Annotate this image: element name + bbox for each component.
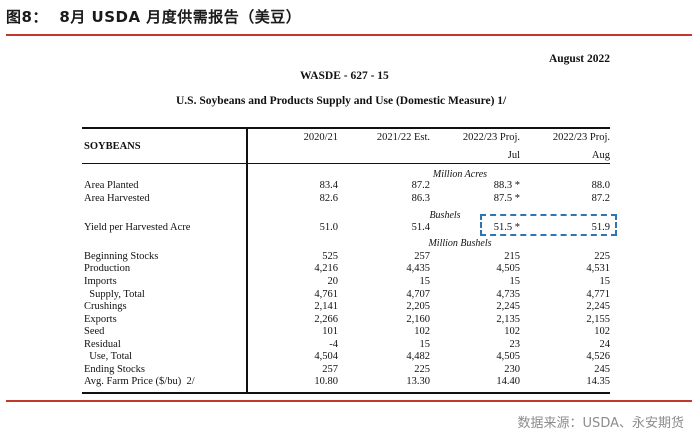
table-cell: 215 — [504, 251, 520, 262]
table-cell: 2,205 — [406, 301, 430, 312]
table-cell: 15 — [419, 339, 431, 350]
row-label-supply-total: Supply, Total — [84, 289, 145, 300]
table-cell: 20 — [327, 276, 339, 287]
table-cell: 4,707 — [406, 289, 430, 300]
table-cell: 15 — [599, 276, 611, 287]
row-label-exports: Exports — [84, 314, 117, 325]
table-bottom-border — [82, 392, 610, 394]
table-cell: 2,245 — [496, 301, 520, 312]
column-header-2: 2021/22 Est. — [376, 132, 430, 143]
table-cell: 15 — [419, 276, 431, 287]
unit-label-yield: Bushels — [429, 210, 461, 221]
report-date: August 2022 — [548, 53, 610, 65]
table-cell: 14.40 — [496, 376, 520, 387]
row-label-beginning-stocks: Beginning Stocks — [84, 251, 159, 262]
table-cell: 101 — [322, 326, 338, 337]
table-cell: 2,141 — [314, 301, 338, 312]
table-cell: 13.30 — [406, 376, 430, 387]
section-label: SOYBEANS — [84, 141, 141, 152]
table-cell: 83.4 — [319, 180, 338, 191]
table-cell: 87.2 — [591, 193, 610, 204]
report-subtitle: U.S. Soybeans and Products Supply and Us… — [176, 95, 507, 107]
table-cell: 4,735 — [496, 289, 520, 300]
table-cell: 2,266 — [314, 314, 338, 325]
row-label-area-planted: Area Planted — [84, 180, 139, 191]
table-cell: 4,505 — [496, 263, 520, 274]
unit-label-acres: Million Acres — [432, 169, 488, 180]
table-cell: 87.2 — [411, 180, 430, 191]
report-code: WASDE - 627 - 15 — [300, 70, 389, 82]
table-cell: 4,482 — [406, 351, 430, 362]
table-cell: 82.6 — [319, 193, 338, 204]
table-cell: 51.4 — [411, 222, 430, 233]
row-label-yield: Yield per Harvested Acre — [84, 222, 191, 233]
header-divider — [82, 163, 610, 164]
row-label-seed: Seed — [84, 326, 105, 337]
table-cell: 4,761 — [314, 289, 338, 300]
table-cell: 4,216 — [314, 263, 338, 274]
table-cell: -4 — [329, 339, 338, 350]
row-label-production: Production — [84, 263, 131, 274]
table-cell: 4,531 — [586, 263, 610, 274]
row-label-avg-farm-price: Avg. Farm Price ($/bu) 2/ — [84, 376, 195, 387]
table-cell: 86.3 — [411, 193, 430, 204]
top-rule — [6, 34, 692, 36]
row-label-use-total: Use, Total — [84, 351, 133, 362]
table-cell: 51.5 * — [493, 222, 520, 233]
table-cell: 4,771 — [586, 289, 610, 300]
bottom-rule — [6, 400, 692, 402]
label-column-divider — [246, 128, 248, 393]
table-cell: 257 — [414, 251, 430, 262]
column-header-3: 2022/23 Proj. — [462, 132, 520, 143]
table-cell: 15 — [509, 276, 521, 287]
table-cell: 2,160 — [406, 314, 430, 325]
row-label-area-harvested: Area Harvested — [84, 193, 150, 204]
table-cell: 525 — [322, 251, 338, 262]
row-label-crushings: Crushings — [84, 301, 127, 312]
table-cell: 257 — [322, 364, 338, 375]
table-cell: 88.3 * — [493, 180, 520, 191]
table-cell: 2,155 — [586, 314, 610, 325]
figure-title: 图8： 8月 USDA 月度供需报告（美豆） — [6, 8, 302, 26]
table-cell: 14.35 — [586, 376, 610, 387]
column-subheader-4: Aug — [591, 150, 610, 161]
source-note: 数据来源：USDA、永安期货 — [517, 416, 684, 431]
table-cell: 102 — [504, 326, 520, 337]
row-label-ending-stocks: Ending Stocks — [84, 364, 145, 375]
table-cell: 23 — [509, 339, 521, 350]
table-cell: 10.80 — [314, 376, 338, 387]
table-cell: 51.9 — [591, 222, 610, 233]
table-cell: 24 — [599, 339, 611, 350]
table-cell: 87.5 * — [493, 193, 520, 204]
row-label-residual: Residual — [84, 339, 121, 350]
table-cell: 4,504 — [314, 351, 338, 362]
table-cell: 2,245 — [586, 301, 610, 312]
column-subheader-3: Jul — [507, 150, 520, 161]
table-top-border — [82, 127, 610, 129]
table-cell: 4,526 — [586, 351, 610, 362]
unit-label-bushels: Million Bushels — [428, 238, 492, 249]
table-cell: 245 — [594, 364, 610, 375]
column-header-4: 2022/23 Proj. — [552, 132, 610, 143]
table-cell: 4,435 — [406, 263, 430, 274]
table-cell: 225 — [414, 364, 430, 375]
table-cell: 88.0 — [591, 180, 610, 191]
row-label-imports: Imports — [84, 276, 117, 287]
table-cell: 51.0 — [319, 222, 338, 233]
table-cell: 230 — [504, 364, 520, 375]
column-header-1: 2020/21 — [303, 132, 338, 143]
table-cell: 225 — [594, 251, 610, 262]
table-cell: 102 — [594, 326, 610, 337]
table-cell: 102 — [414, 326, 430, 337]
table-cell: 4,505 — [496, 351, 520, 362]
yield-highlight-box — [480, 214, 617, 236]
table-cell: 2,135 — [496, 314, 520, 325]
